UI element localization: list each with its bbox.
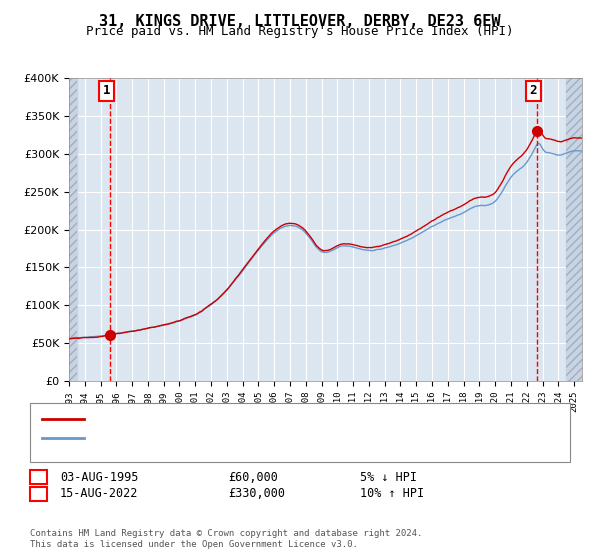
Text: £60,000: £60,000 xyxy=(228,470,278,484)
Text: 5% ↓ HPI: 5% ↓ HPI xyxy=(360,470,417,484)
Text: 2: 2 xyxy=(35,487,42,501)
Text: 31, KINGS DRIVE, LITTLEOVER, DERBY, DE23 6EW (detached house): 31, KINGS DRIVE, LITTLEOVER, DERBY, DE23… xyxy=(90,414,471,424)
Text: 1: 1 xyxy=(103,85,110,97)
Text: £330,000: £330,000 xyxy=(228,487,285,501)
Bar xyxy=(566,78,582,381)
Text: Contains HM Land Registry data © Crown copyright and database right 2024.
This d: Contains HM Land Registry data © Crown c… xyxy=(30,529,422,549)
Bar xyxy=(566,78,582,381)
Text: 31, KINGS DRIVE, LITTLEOVER, DERBY, DE23 6EW: 31, KINGS DRIVE, LITTLEOVER, DERBY, DE23… xyxy=(99,14,501,29)
Text: 10% ↑ HPI: 10% ↑ HPI xyxy=(360,487,424,501)
Text: 2: 2 xyxy=(530,85,537,97)
Text: HPI: Average price, detached house, City of Derby: HPI: Average price, detached house, City… xyxy=(90,433,396,443)
Bar xyxy=(69,78,77,381)
Bar xyxy=(69,78,77,381)
Text: 15-AUG-2022: 15-AUG-2022 xyxy=(60,487,139,501)
Text: 1: 1 xyxy=(35,470,42,484)
Text: 03-AUG-1995: 03-AUG-1995 xyxy=(60,470,139,484)
Text: Price paid vs. HM Land Registry's House Price Index (HPI): Price paid vs. HM Land Registry's House … xyxy=(86,25,514,38)
